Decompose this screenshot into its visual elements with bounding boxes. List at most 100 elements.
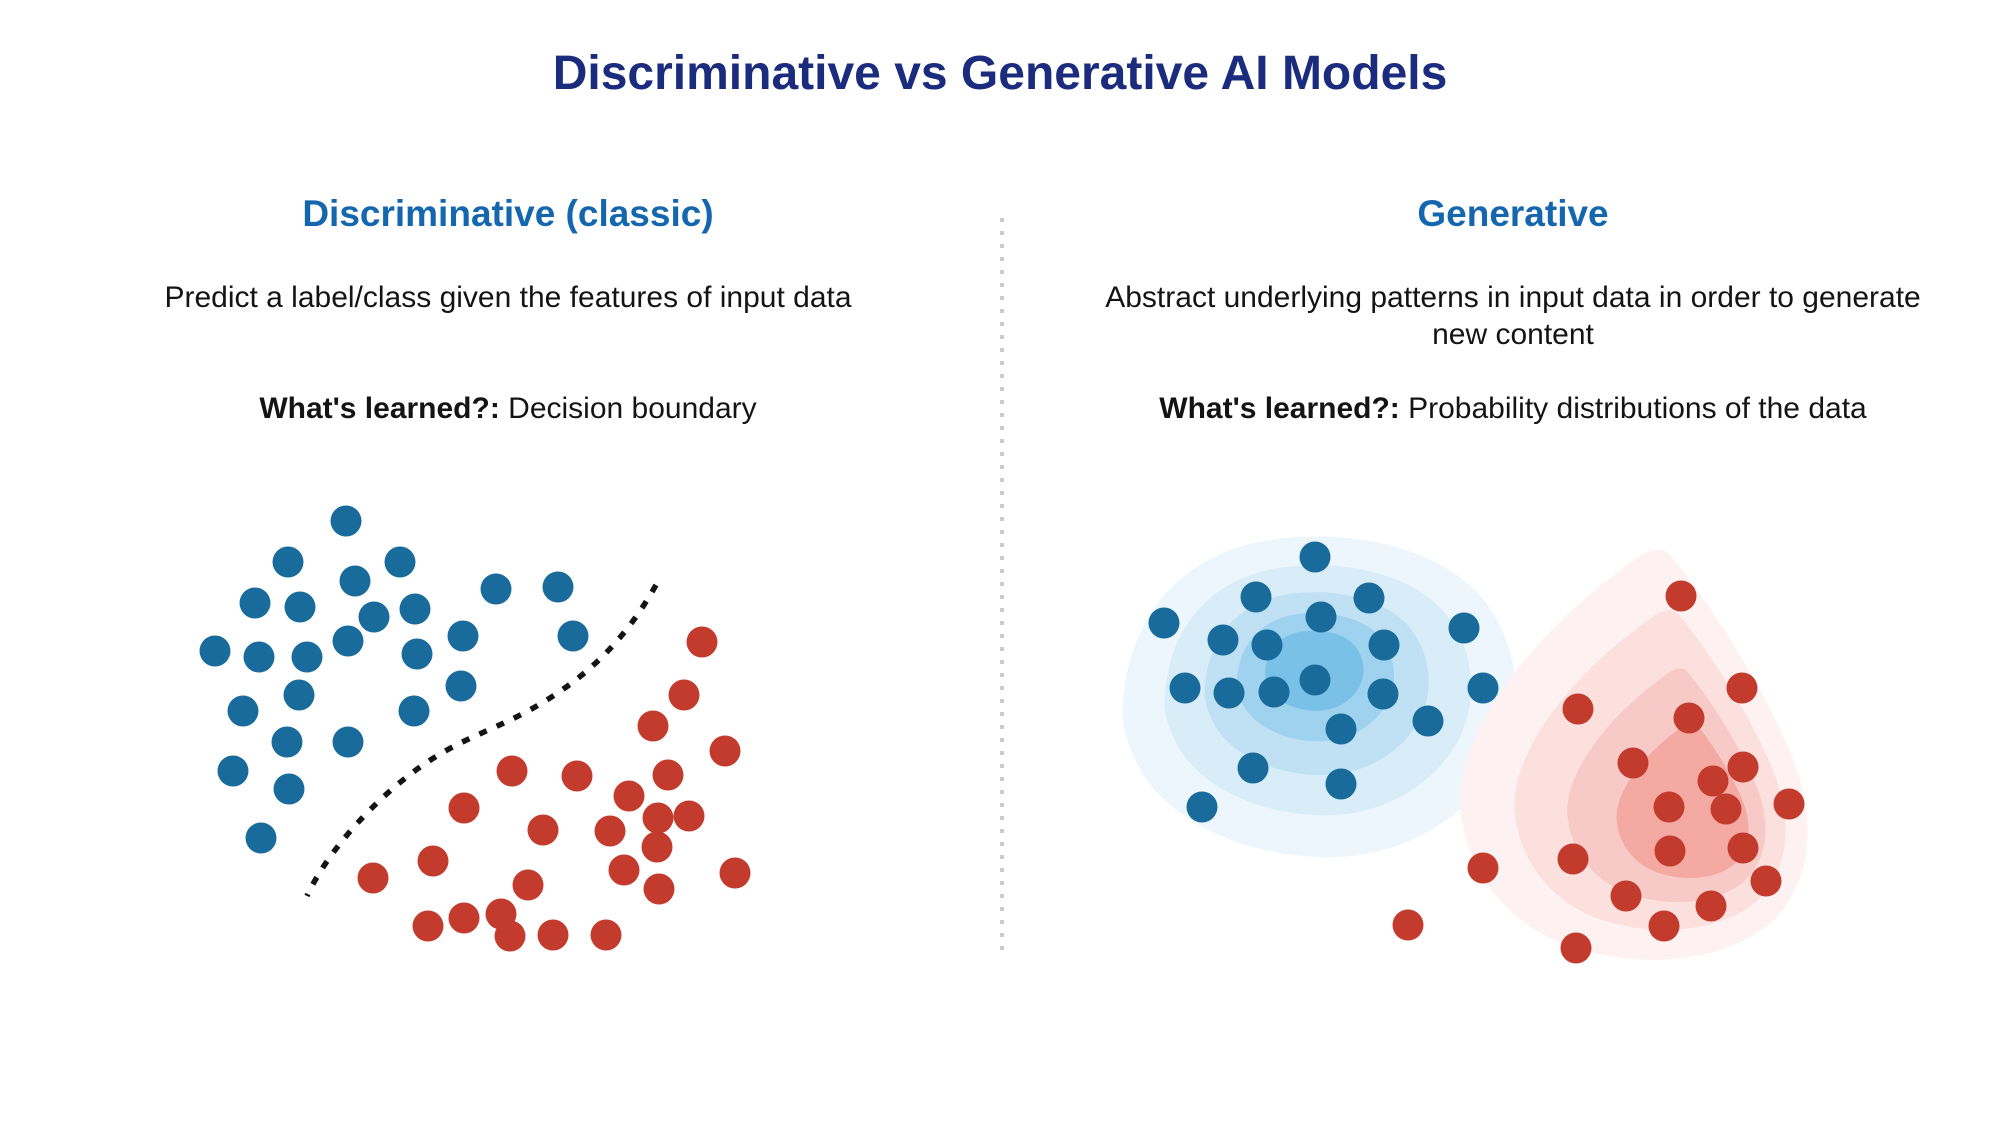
class-red-data-point <box>448 902 480 934</box>
class-red-data-point <box>1773 788 1805 820</box>
class-red-data-point <box>512 869 544 901</box>
class-red-data-point <box>643 873 675 905</box>
generative-learned-line: What's learned?: Probability distributio… <box>1018 392 2000 426</box>
class-red-data-point <box>709 735 741 767</box>
class-blue-data-point <box>284 591 316 623</box>
class-blue-data-point <box>1448 612 1480 644</box>
discriminative-learned-line: What's learned?: Decision boundary <box>8 392 1008 426</box>
class-red-data-point <box>673 800 705 832</box>
class-red-data-point <box>1710 793 1742 825</box>
class-blue-data-point <box>557 620 589 652</box>
class-blue-data-point <box>398 695 430 727</box>
class-blue-data-point <box>1412 705 1444 737</box>
class-red-data-point <box>686 626 718 658</box>
discriminative-heading: Discriminative (classic) <box>302 193 714 234</box>
class-red-data-point <box>417 845 449 877</box>
class-red-data-point <box>1695 890 1727 922</box>
class-red-data-point <box>1665 580 1697 612</box>
class-blue-data-point <box>291 641 323 673</box>
class-blue-data-point <box>447 620 479 652</box>
class-red-data-point <box>1727 751 1759 783</box>
class-blue-data-point <box>332 726 364 758</box>
class-blue-data-point <box>271 726 303 758</box>
class-red-data-point <box>1648 910 1680 942</box>
class-blue-data-point <box>1240 581 1272 613</box>
class-blue-data-point <box>199 635 231 667</box>
learned-value: Probability distributions of the data <box>1399 392 1867 425</box>
class-blue-data-point <box>330 505 362 537</box>
column-divider-dotted-line <box>1000 218 1004 958</box>
class-blue-data-point <box>1148 607 1180 639</box>
learned-label: What's learned?: <box>1159 392 1400 425</box>
class-red-data-point <box>1697 765 1729 797</box>
class-blue-data-point <box>1299 541 1331 573</box>
class-red-data-point <box>496 755 528 787</box>
class-blue-data-point <box>1353 582 1385 614</box>
generative-description: Abstract underlying patterns in input da… <box>1105 281 1921 351</box>
class-red-data-point <box>590 919 622 951</box>
class-red-data-point <box>1653 791 1685 823</box>
learned-value: Decision boundary <box>499 392 757 425</box>
class-blue-data-point <box>445 670 477 702</box>
class-blue-data-point <box>272 546 304 578</box>
class-blue-data-point <box>1325 768 1357 800</box>
class-blue-data-point <box>283 679 315 711</box>
class-red-data-point <box>637 710 669 742</box>
class-blue-data-point <box>1368 629 1400 661</box>
class-red-data-point <box>1726 672 1758 704</box>
class-red-data-point <box>448 792 480 824</box>
class-blue-data-point <box>1367 678 1399 710</box>
class-blue-data-point <box>1251 629 1283 661</box>
class-red-data-point <box>613 780 645 812</box>
class-blue-data-point <box>1299 664 1331 696</box>
class-blue-data-point <box>542 571 574 603</box>
class-red-data-point <box>1617 747 1649 779</box>
class-red-data-point <box>719 857 751 889</box>
class-blue-data-point <box>243 641 275 673</box>
class-red-data-point <box>1392 909 1424 941</box>
class-blue-data-point <box>480 573 512 605</box>
class-blue-data-point <box>401 638 433 670</box>
class-red-data-point <box>652 759 684 791</box>
class-blue-data-point <box>1467 672 1499 704</box>
class-blue-data-point <box>339 565 371 597</box>
learned-label: What's learned?: <box>259 392 500 425</box>
class-blue-data-point <box>239 587 271 619</box>
class-red-data-point <box>561 760 593 792</box>
class-red-data-point <box>537 919 569 951</box>
class-red-data-point <box>357 862 389 894</box>
class-red-data-point <box>668 679 700 711</box>
class-blue-data-point <box>384 546 416 578</box>
class-blue-data-point <box>1325 713 1357 745</box>
class-red-data-point <box>1727 832 1759 864</box>
class-blue-data-point <box>1237 752 1269 784</box>
class-blue-data-point <box>1186 791 1218 823</box>
class-red-data-point <box>1562 693 1594 725</box>
class-red-data-point <box>641 831 673 863</box>
class-blue-data-point <box>217 755 249 787</box>
class-blue-data-point <box>332 625 364 657</box>
class-blue-data-point <box>273 773 305 805</box>
class-red-data-point <box>594 815 626 847</box>
class-blue-data-point <box>1213 677 1245 709</box>
class-red-data-point <box>642 802 674 834</box>
class-red-data-point <box>1673 702 1705 734</box>
generative-heading: Generative <box>1417 193 1609 234</box>
class-blue-data-point <box>245 822 277 854</box>
class-red-data-point <box>412 910 444 942</box>
class-red-data-point <box>608 854 640 886</box>
page-title: Discriminative vs Generative AI Models <box>552 47 1448 100</box>
class-red-data-point <box>1557 843 1589 875</box>
class-red-data-point <box>1654 835 1686 867</box>
class-red-data-point <box>1750 865 1782 897</box>
decision-boundary-dashed-curve <box>304 583 659 898</box>
decision-boundary-scatter-plot <box>199 505 751 952</box>
class-blue-data-point <box>1258 676 1290 708</box>
class-blue-data-point <box>1305 601 1337 633</box>
class-blue-data-point <box>358 601 390 633</box>
class-red-data-point <box>1467 852 1499 884</box>
class-blue-data-point <box>1169 672 1201 704</box>
class-red-data-point <box>494 920 526 952</box>
class-blue-data-point <box>399 593 431 625</box>
